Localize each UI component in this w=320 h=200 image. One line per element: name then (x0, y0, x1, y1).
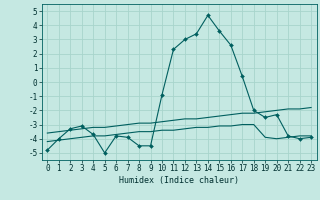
X-axis label: Humidex (Indice chaleur): Humidex (Indice chaleur) (119, 176, 239, 185)
